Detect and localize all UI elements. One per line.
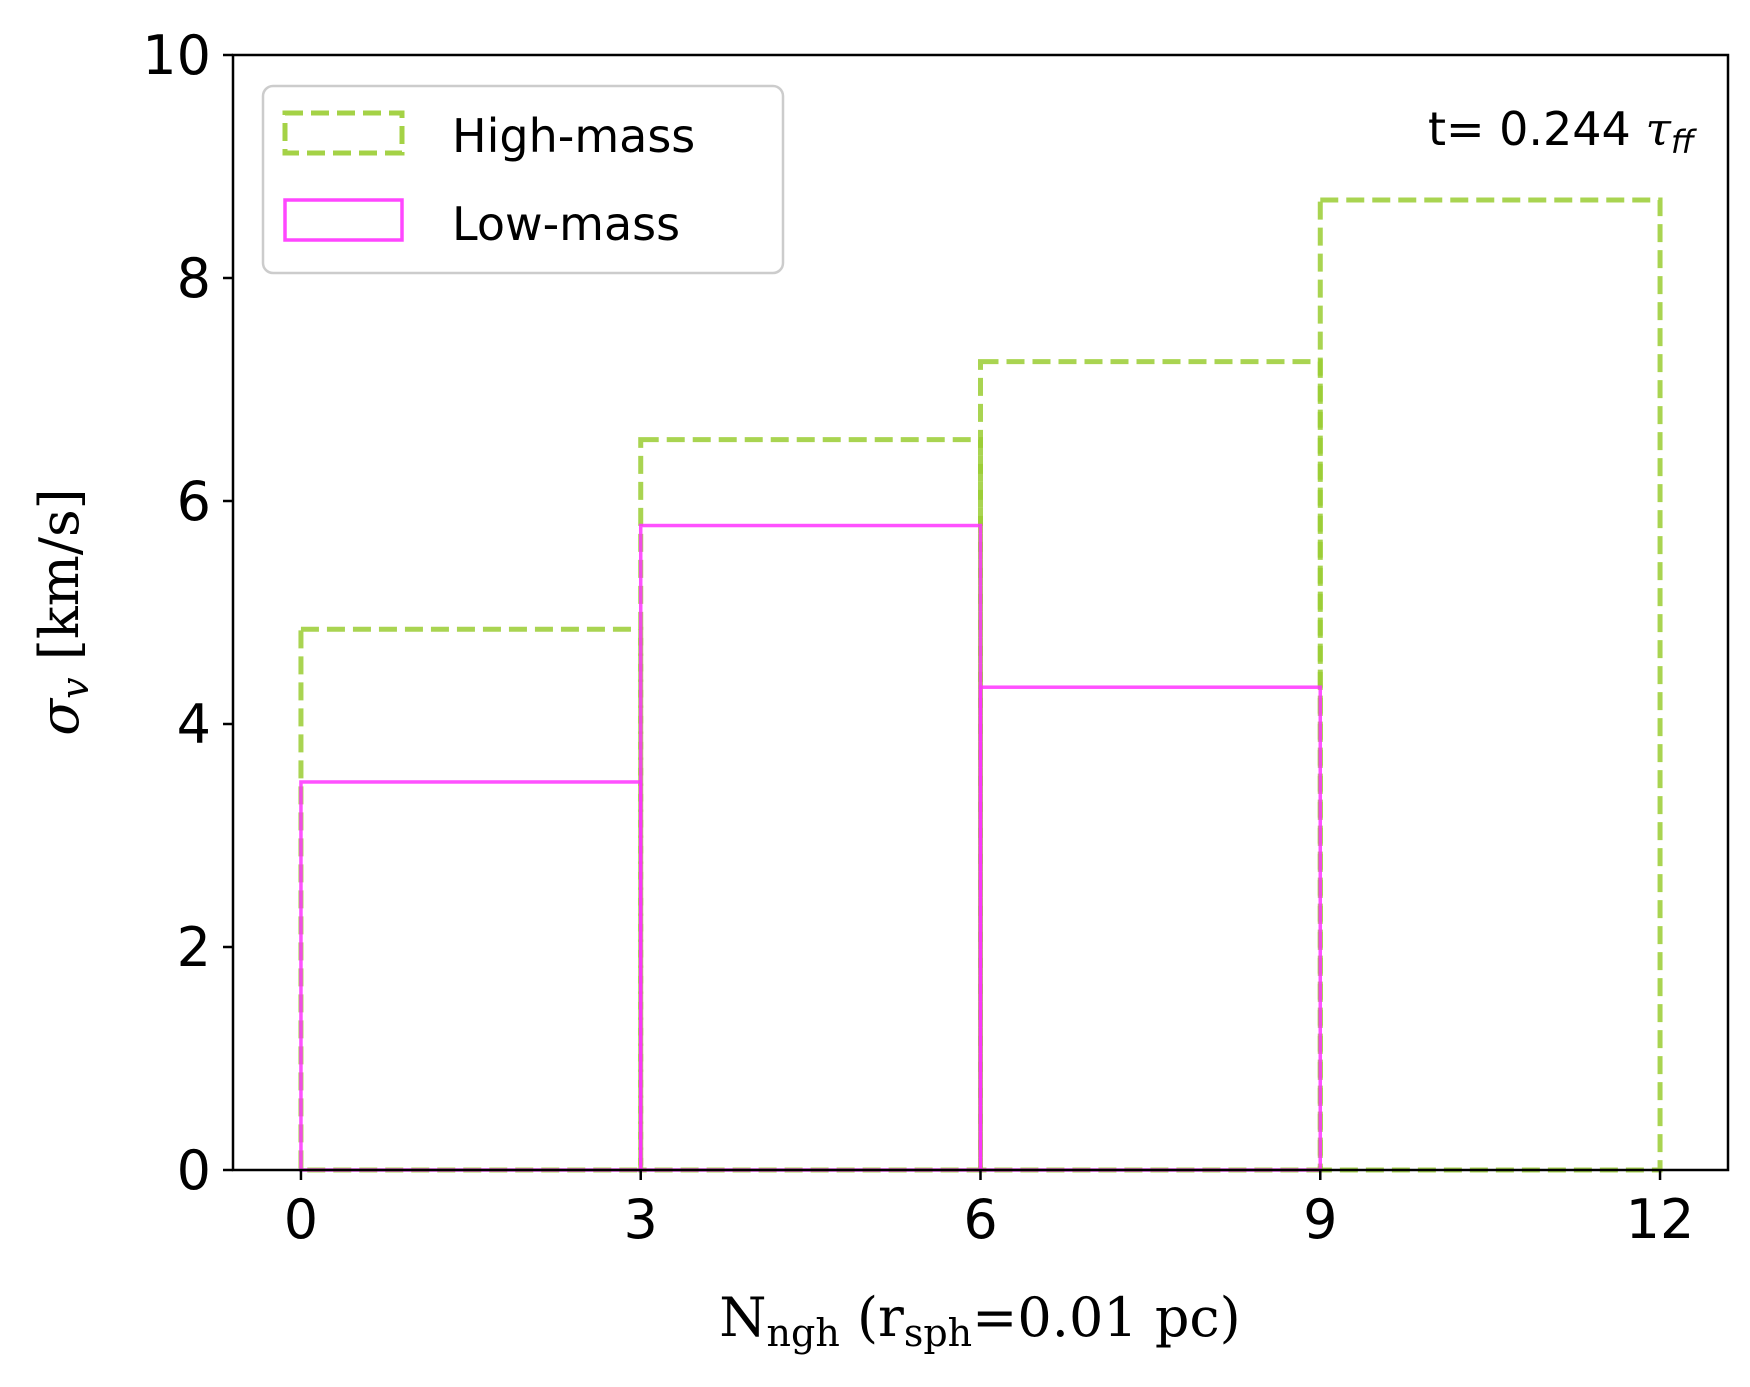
legend: High-mass Low-mass [261, 84, 785, 275]
y-tick-label: 6 [177, 470, 211, 533]
legend-label-low-mass: Low-mass [452, 197, 680, 251]
x-tick-label: 6 [963, 1188, 997, 1251]
bar-high-mass-bin-0 [298, 626, 644, 1173]
legend-swatch-low-mass [283, 198, 404, 242]
legend-label-high-mass: High-mass [452, 109, 695, 163]
y-tick-label: 0 [177, 1139, 211, 1202]
bar-low-mass-bin-1 [638, 523, 983, 1172]
bar-low-mass-bin-0 [299, 780, 643, 1172]
y-axis-title: σv [km/s] [28, 488, 97, 735]
x-tick-label: 0 [284, 1188, 318, 1251]
bar-high-mass-bin-3 [1317, 197, 1663, 1173]
y-tick-label: 10 [142, 24, 211, 87]
y-tick-label: 8 [177, 247, 211, 310]
y-tick-label: 2 [177, 916, 211, 979]
bar-low-mass-bin-2 [978, 685, 1323, 1172]
bar-high-mass-bin-2 [978, 359, 1323, 1173]
x-tick-label: 12 [1626, 1188, 1695, 1251]
legend-swatch-high-mass [282, 110, 405, 156]
x-axis: 0 3 6 9 12 [284, 1170, 1695, 1251]
y-axis: 0 2 4 6 8 10 [142, 24, 233, 1202]
time-annotation: t= 0.244 τff [1428, 102, 1698, 161]
x-tick-label: 9 [1303, 1188, 1337, 1251]
y-tick-label: 4 [177, 693, 211, 756]
x-tick-label: 3 [624, 1188, 658, 1251]
legend-box [261, 84, 785, 275]
x-axis-title: Nngh (rsph=0.01 pc) [719, 1286, 1240, 1355]
bar-high-mass-bin-1 [638, 437, 984, 1173]
bars-group [298, 197, 1663, 1173]
